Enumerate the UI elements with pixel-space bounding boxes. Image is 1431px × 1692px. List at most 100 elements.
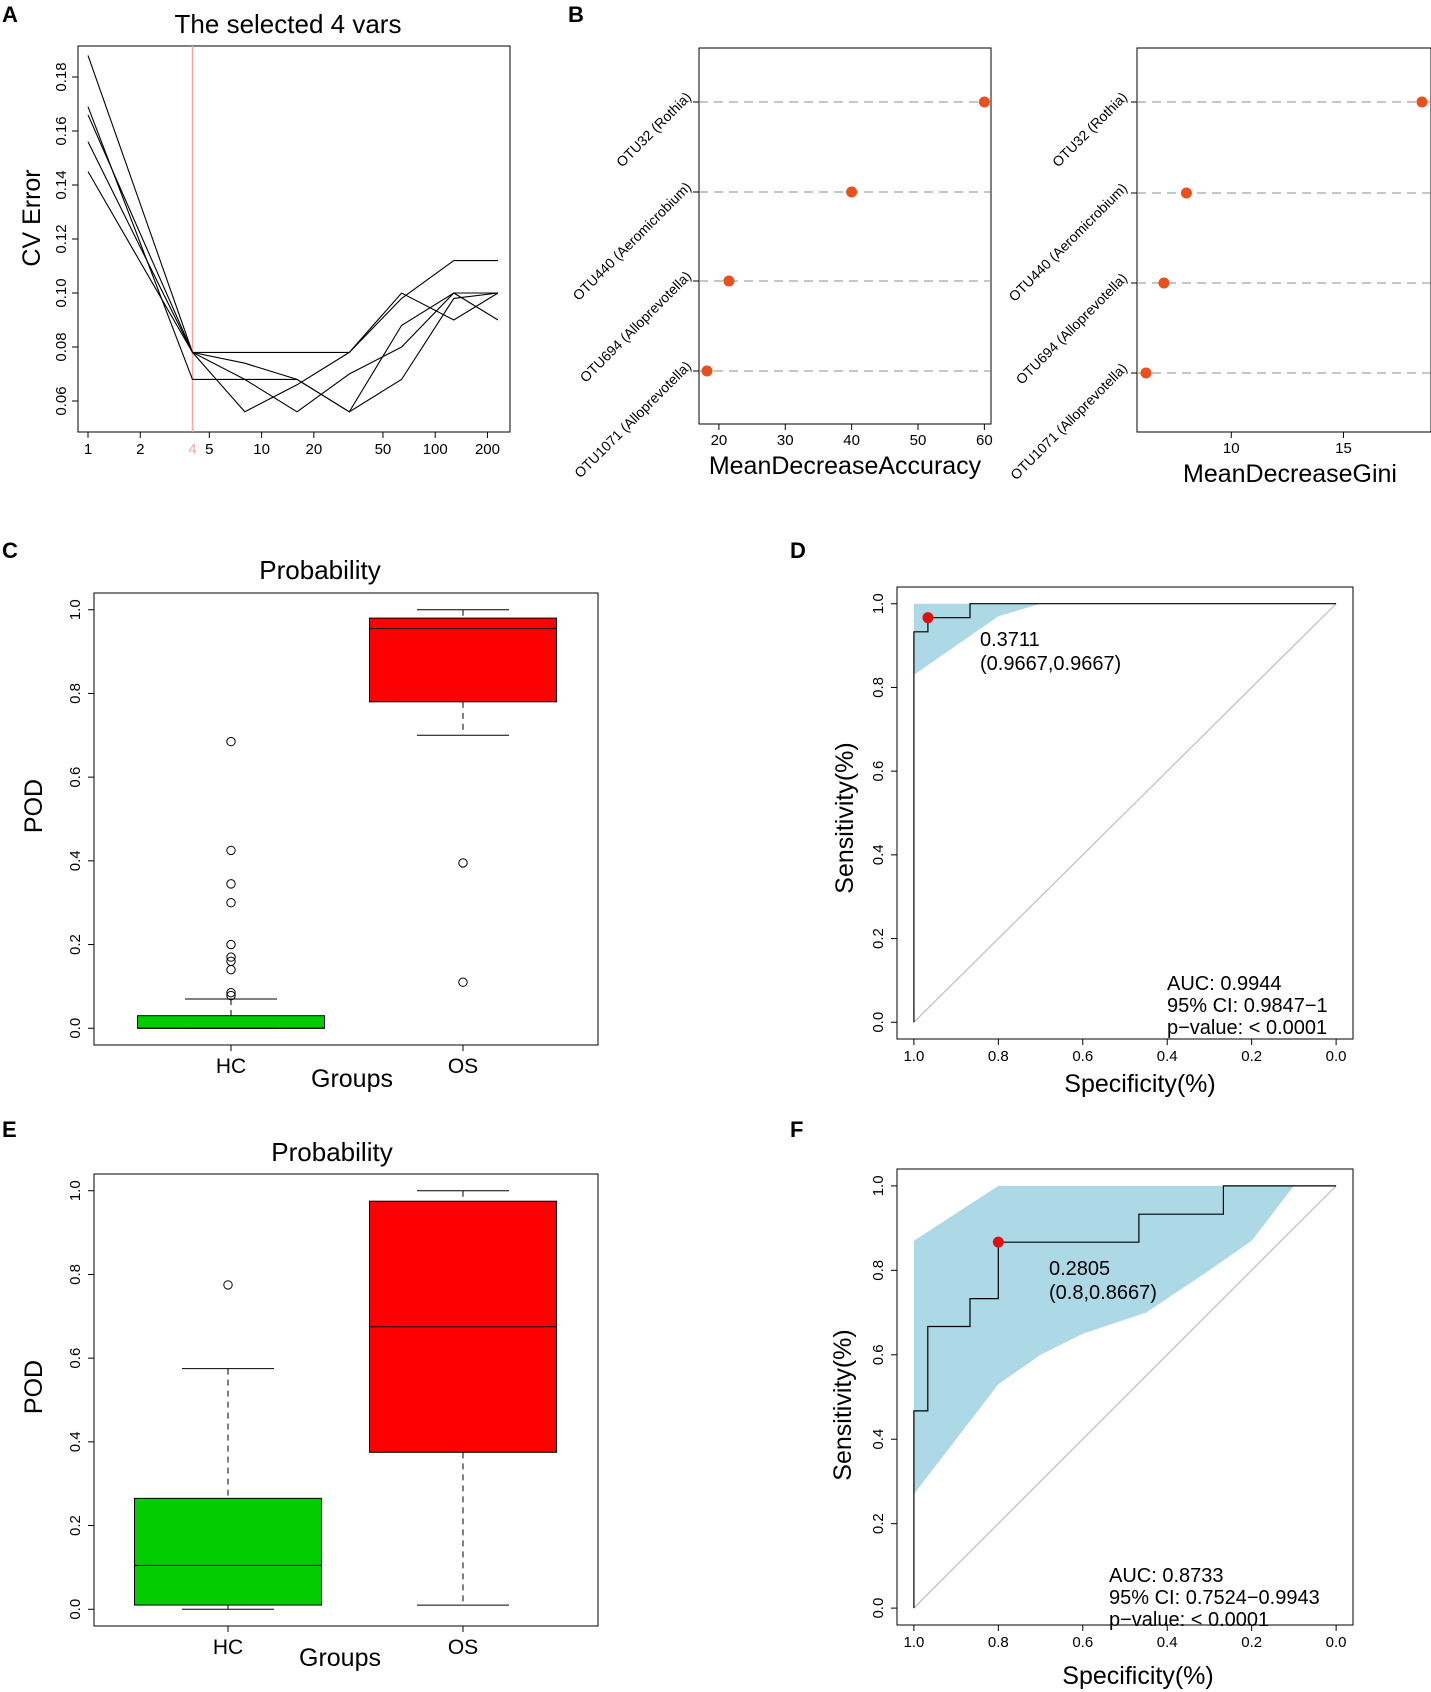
importance-point: [1180, 187, 1192, 199]
x-tick-label: 0.6: [1072, 1634, 1093, 1651]
y-axis-label: Sensitivity(%): [829, 1329, 857, 1480]
y-axis-label: POD: [20, 779, 48, 833]
y-tick-label: 0.0: [870, 1598, 887, 1619]
importance-point: [1140, 367, 1152, 379]
outlier-point: [458, 977, 468, 987]
y-tick-label: 1.0: [870, 593, 887, 614]
y-axis-label: Sensitivity(%): [831, 742, 859, 893]
outlier-point: [458, 858, 468, 868]
x-tick-label: 0.4: [1157, 1048, 1178, 1065]
y-tick-label: 0.08: [53, 332, 70, 361]
importance-point: [701, 365, 713, 377]
panel-label-b: B: [568, 2, 584, 27]
y-tick-label: 0.6: [870, 761, 887, 782]
x-tick-label: 0.6: [1072, 1048, 1093, 1065]
x-tick-label: 0.0: [1326, 1634, 1347, 1651]
y-tick-label: 0.2: [67, 1515, 84, 1536]
ci-text: 95% CI: 0.7524−0.9943: [1109, 1587, 1320, 1609]
panel-label-d: D: [790, 538, 806, 563]
cv-series-line-5: [87, 171, 499, 413]
confidence-band: [913, 1185, 1337, 1495]
y-tick-label: 0.18: [53, 62, 70, 91]
panel-label-f: F: [790, 1117, 803, 1142]
x-tick-label: 1: [84, 441, 92, 458]
importance-point: [723, 275, 735, 287]
y-tick-label: 0.4: [67, 1431, 84, 1452]
box-hc: [137, 1015, 325, 1029]
best-threshold-point: [922, 612, 934, 624]
cv-series-line-3: [87, 114, 499, 413]
outlier-point: [226, 898, 236, 908]
x-tick-label: 60: [976, 432, 993, 449]
otu-label: OTU32 (Rothia): [1049, 89, 1130, 170]
box-hc: [134, 1497, 322, 1606]
panel-label-a: A: [2, 2, 18, 27]
y-tick-label: 0.12: [53, 224, 70, 253]
confidence-band: [913, 603, 1337, 675]
y-tick-label: 0.8: [67, 1264, 84, 1285]
y-tick-label: 0.4: [870, 1429, 887, 1450]
x-axis-label: Groups: [311, 1065, 393, 1093]
panel-c-probability-boxplot: Probability POD Groups 0.0 0.2 0.4 0.6 0.8 1.…: [20, 555, 599, 1093]
y-tick-label: 0.8: [870, 1260, 887, 1281]
y-tick-label: 0.0: [67, 1018, 84, 1039]
threshold-label: 0.2805: [1049, 1258, 1110, 1280]
importance-point: [1416, 96, 1428, 108]
y-axis-label: CV Error: [18, 169, 46, 266]
group-label: HC: [216, 1055, 246, 1078]
outlier-point: [223, 1280, 233, 1290]
importance-point: [1158, 277, 1170, 289]
chart-title: Probability: [259, 555, 380, 585]
x-tick-label: 10: [1223, 440, 1240, 457]
cv-series-line-4: [87, 141, 499, 413]
x-tick-label: 200: [475, 441, 500, 458]
x-tick-label: 50: [910, 432, 927, 449]
x-tick-label: 0.2: [1241, 1048, 1262, 1065]
threshold-coords-label: (0.8,0.8667): [1049, 1282, 1157, 1304]
x-tick-label: 1.0: [903, 1048, 924, 1065]
y-tick-label: 0.10: [53, 278, 70, 307]
x-tick-label: 1.0: [903, 1634, 924, 1651]
panel-label-c: C: [2, 538, 18, 563]
plot-frame: [698, 47, 992, 425]
y-tick-label: 1.0: [67, 599, 84, 620]
x-tick-label: 0.8: [988, 1634, 1009, 1651]
plot-frame: [93, 1173, 599, 1627]
plot-frame: [896, 586, 1354, 1040]
panel-b-mean-decrease-accuracy: MeanDecreaseAccuracy OTU32 (Rothia)OTU44…: [569, 47, 993, 481]
y-tick-label: 0.0: [67, 1599, 84, 1620]
p-value-text: p−value: < 0.0001: [1109, 1609, 1269, 1631]
outlier-point: [226, 952, 236, 962]
y-tick-label: 1.0: [870, 1175, 887, 1196]
x-tick-label: 100: [423, 441, 448, 458]
auc-text: AUC: 0.8733: [1109, 1565, 1224, 1587]
group-label: OS: [448, 1636, 478, 1659]
x-axis-label: Groups: [299, 1644, 381, 1672]
reference-diagonal: [913, 1185, 1337, 1609]
otu-label: OTU32 (Rothia): [613, 89, 694, 170]
x-tick-label: 30: [777, 432, 794, 449]
box-os: [369, 617, 557, 703]
y-tick-label: 0.4: [67, 850, 84, 871]
auc-text: AUC: 0.9944: [1167, 973, 1282, 995]
x-tick-label: 20: [306, 441, 323, 458]
y-tick-label: 0.6: [67, 767, 84, 788]
plot-frame: [93, 592, 599, 1046]
panel-d-roc-curve: Sensitivity(%) Specificity(%) 0.3711(0.9…: [831, 586, 1354, 1098]
plot-frame: [896, 1168, 1354, 1626]
best-threshold-point: [992, 1236, 1004, 1248]
x-tick-label: 0.2: [1241, 1634, 1262, 1651]
roc-curve: [913, 1185, 1337, 1609]
y-tick-label: 0.14: [53, 170, 70, 199]
x-tick-label: 20: [711, 432, 728, 449]
threshold-coords-label: (0.9667,0.9667): [980, 653, 1121, 675]
group-label: HC: [213, 1636, 243, 1659]
x-axis-label: Specificity(%): [1064, 1070, 1215, 1098]
x-tick-label: 15: [1335, 440, 1352, 457]
panel-a-cv-error-chart: The selected 4 vars CV Error 1 2 4 5 10 20 50 1…: [18, 9, 511, 458]
chart-title: The selected 4 vars: [175, 9, 402, 39]
x-tick-label: 0.8: [988, 1048, 1009, 1065]
x-tick-label: 5: [205, 441, 213, 458]
importance-point: [978, 96, 990, 108]
